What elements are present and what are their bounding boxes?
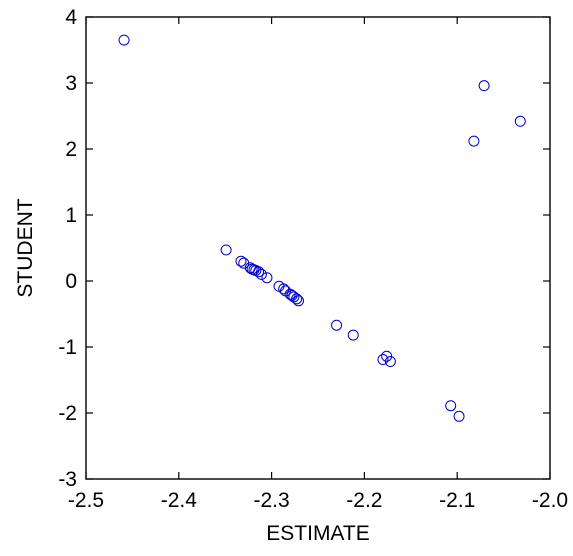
y-tick-label: -2 [58, 402, 77, 425]
data-point [293, 295, 305, 307]
plot-frame [85, 16, 551, 480]
y-tick-label: 3 [65, 72, 77, 95]
y-tick-label: 2 [65, 138, 77, 161]
x-axis-title: ESTIMATE [266, 522, 369, 545]
y-tick-label: -3 [58, 468, 77, 491]
y-axis-title: STUDENT [14, 198, 37, 297]
y-tick-label: 1 [65, 204, 77, 227]
data-point [384, 356, 396, 368]
x-tick-label: -2.2 [346, 489, 382, 512]
x-tick-label: -2.5 [68, 489, 104, 512]
x-axis: -2.5 -2.4 -2.3 -2.2 -2.1 -2.0 [68, 17, 568, 512]
y-tick-label: -1 [58, 336, 77, 359]
x-tick-label: -2.0 [532, 489, 568, 512]
data-point [220, 244, 232, 256]
data-point [118, 34, 130, 46]
data-point [253, 266, 265, 278]
data-point [478, 80, 490, 92]
y-axis: -3 -2 -1 0 1 2 3 4 [58, 6, 550, 491]
y-tick-label: 0 [65, 270, 77, 293]
data-point [347, 329, 359, 341]
data-point [331, 319, 343, 331]
x-tick-label: -2.3 [254, 489, 290, 512]
data-point [261, 272, 273, 284]
y-tick-label: 4 [65, 6, 77, 29]
data-point [377, 354, 389, 366]
x-tick-label: -2.4 [161, 489, 198, 512]
data-point [291, 293, 303, 305]
data-points [118, 34, 526, 422]
data-point [235, 255, 247, 267]
data-point [468, 135, 480, 147]
data-point [255, 268, 267, 280]
data-point [453, 410, 465, 422]
data-point [445, 400, 457, 412]
data-point [514, 115, 526, 127]
x-tick-label: -2.1 [439, 489, 475, 512]
